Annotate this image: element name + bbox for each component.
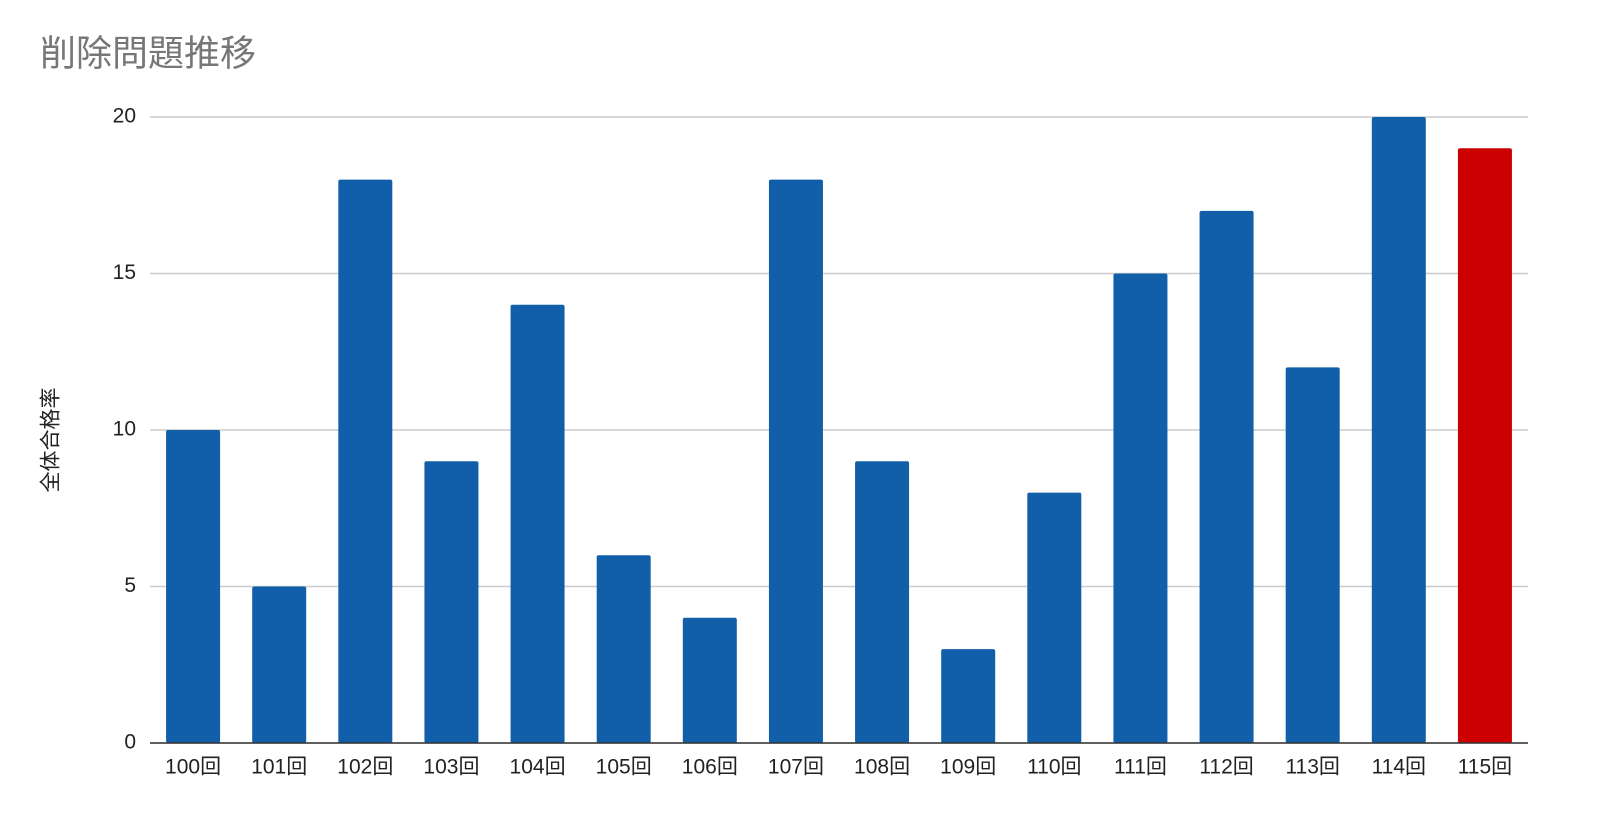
bar [855, 461, 910, 743]
x-tick-label: 101回 [251, 756, 307, 779]
x-tick-label: 115回 [1458, 756, 1512, 779]
bar [682, 617, 737, 743]
x-tick-label: 111回 [1114, 756, 1167, 779]
bar [1027, 492, 1082, 743]
x-tick-label: 114回 [1372, 756, 1426, 779]
bar [1199, 210, 1254, 743]
y-tick-label: 5 [124, 574, 136, 597]
x-tick-label: 103回 [423, 756, 479, 779]
bar [166, 430, 221, 743]
x-tick-label: 108回 [854, 756, 910, 779]
bar [510, 304, 565, 743]
bar [252, 586, 307, 743]
x-tick-label: 112回 [1199, 756, 1253, 779]
x-tick-label: 110回 [1027, 756, 1081, 779]
x-tick-label: 107回 [768, 756, 824, 779]
bar [1113, 273, 1168, 743]
y-tick-label: 0 [124, 731, 136, 754]
x-tick-label: 109回 [940, 756, 996, 779]
bar [768, 179, 823, 744]
chart-title: 削除問題推移 [40, 33, 256, 74]
y-tick-label: 10 [113, 418, 136, 441]
bar [1457, 148, 1512, 744]
bar [941, 649, 996, 743]
y-tick-label: 15 [113, 261, 136, 284]
bar [1371, 117, 1426, 743]
bar [424, 461, 479, 743]
x-tick-label: 113回 [1285, 756, 1339, 779]
x-tick-label: 105回 [596, 756, 652, 779]
x-tick-label: 102回 [337, 756, 393, 779]
bar [596, 555, 651, 743]
bar [1285, 367, 1340, 743]
x-tick-label: 104回 [510, 756, 566, 779]
x-tick-label: 106回 [682, 756, 738, 779]
x-tick-label: 100回 [165, 756, 221, 779]
y-tick-label: 20 [113, 105, 136, 128]
y-axis-label: 全体合格率 [40, 388, 63, 493]
bar [338, 179, 393, 744]
